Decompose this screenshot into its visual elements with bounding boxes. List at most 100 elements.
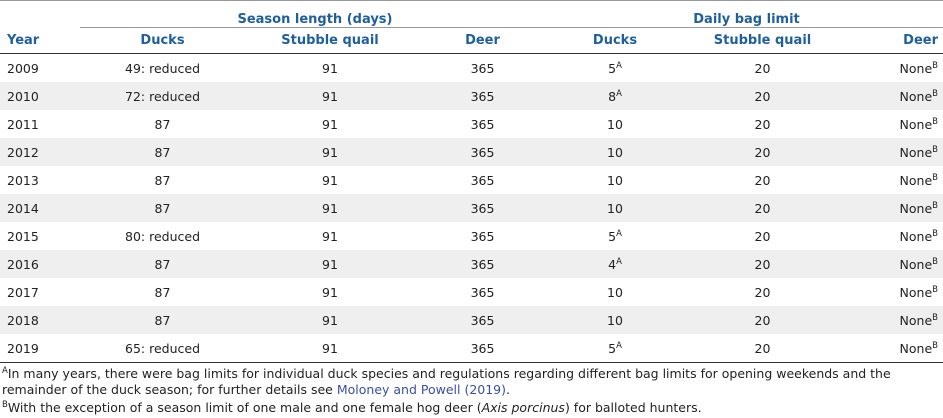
cell: 2011 (7, 116, 39, 132)
cell-value: 8 (608, 88, 617, 104)
cell: NoneB (845, 194, 943, 222)
footnote: BWith the exception of a season limit of… (2, 400, 943, 416)
cell-value: 4 (608, 256, 617, 272)
cell: 87 (154, 284, 171, 300)
species-name: Axis porcinus (481, 400, 565, 415)
cell: 365 (415, 138, 550, 166)
footnote-text: ) for balloted hunters. (564, 400, 702, 415)
cell: 91 (245, 194, 415, 222)
table-row: 2019 65: reduced 91 365 5A 20 NoneB (0, 334, 943, 363)
cell-value: None (899, 284, 933, 300)
cell: NoneB (845, 278, 943, 306)
cell: 65: reduced (125, 340, 200, 356)
cell-value: None (899, 116, 933, 132)
footnote-mark: B (932, 284, 939, 295)
spacer (0, 1, 80, 28)
cell: 20 (754, 60, 771, 76)
table-row: 2010 72: reduced 91 365 8A 20 NoneB (0, 82, 943, 110)
footnote-mark: B (932, 340, 939, 351)
table-row: 2018 87 91 365 10 20 NoneB (0, 306, 943, 334)
footnote-mark: B (932, 256, 939, 267)
footnote-mark: B (932, 60, 939, 71)
cell: 2013 (7, 172, 39, 188)
cell: 20 (680, 250, 845, 278)
column-header: Stubble quail (680, 27, 845, 54)
cell-value: 5 (608, 60, 617, 76)
cell: NoneB (845, 82, 943, 110)
cell: 365 (415, 250, 550, 278)
footnote-mark: B (932, 116, 939, 127)
cell: NoneB (845, 334, 943, 363)
cell: 72: reduced (80, 82, 245, 110)
cell: 20 (680, 306, 845, 334)
footnote-text: In many years, there were bag limits for… (2, 366, 891, 397)
cell: NoneB (845, 306, 943, 334)
cell: NoneB (845, 222, 943, 250)
cell: 87 (154, 172, 171, 188)
cell: 20 (754, 172, 771, 188)
cell-value: None (899, 256, 933, 272)
cell: 91 (245, 306, 415, 334)
cell: 87 (80, 138, 245, 166)
cell: 91 (245, 250, 415, 278)
cell-value: None (899, 60, 933, 76)
cell: 2015 (7, 228, 39, 244)
footnote-mark: B (932, 144, 939, 155)
cell-value: 5 (608, 228, 617, 244)
cell: 2012 (0, 138, 80, 166)
cell: 91 (245, 82, 415, 110)
table-row: 2009 49: reduced 91 365 5A 20 NoneB (0, 54, 943, 83)
cell: 91 (322, 228, 338, 244)
footnote-mark: B (932, 172, 939, 183)
cell-value: None (899, 228, 933, 244)
group-header: Daily bag limit (550, 0, 943, 28)
cell: 91 (322, 340, 338, 356)
cell: 5A (550, 222, 680, 250)
cell: 365 (470, 340, 495, 356)
footnote-text: With the exception of a season limit of … (7, 400, 482, 415)
cell: 10 (607, 116, 623, 132)
cell: 2010 (0, 82, 80, 110)
column-header: Deer (415, 27, 550, 54)
cell: 2009 (7, 60, 39, 76)
cell: 2014 (0, 194, 80, 222)
cell: 5A (550, 54, 680, 83)
cell: NoneB (845, 166, 943, 194)
cell: 365 (470, 60, 495, 76)
table-row: 2015 80: reduced 91 365 5A 20 NoneB (0, 222, 943, 250)
cell: 5A (550, 334, 680, 363)
cell: 91 (245, 138, 415, 166)
cell-value: None (899, 172, 933, 188)
cell: 20 (680, 138, 845, 166)
cell: 365 (415, 82, 550, 110)
table-row: 2014 87 91 365 10 20 NoneB (0, 194, 943, 222)
cell-value: None (899, 312, 933, 328)
footnote-mark: A (616, 340, 622, 351)
cell: 20 (680, 194, 845, 222)
cell-value: 5 (608, 340, 617, 356)
column-header: Ducks (550, 27, 680, 54)
footnote-mark: B (932, 200, 939, 211)
cell-value: None (899, 200, 933, 216)
cell-value: None (899, 88, 933, 104)
cell: 2016 (0, 250, 80, 278)
column-header: Deer (845, 27, 943, 54)
cell: 20 (754, 340, 771, 356)
cell: 91 (322, 172, 338, 188)
cell: 8A (550, 82, 680, 110)
reference-link[interactable]: Moloney and Powell (2019) (336, 382, 507, 397)
table-row: 2011 87 91 365 10 20 NoneB (0, 110, 943, 138)
cell: 10 (607, 284, 623, 300)
cell: 10 (550, 306, 680, 334)
cell: 49: reduced (125, 60, 200, 76)
cell-value: None (899, 340, 933, 356)
footnote-mark: B (932, 312, 939, 323)
group-header: Season length (days) (80, 0, 550, 28)
table-row: 2017 87 91 365 10 20 NoneB (0, 278, 943, 306)
cell: 4A (550, 250, 680, 278)
cell: 87 (154, 116, 171, 132)
column-header: Year (0, 27, 80, 54)
cell: 2019 (7, 340, 39, 356)
table-row: 2012 87 91 365 10 20 NoneB (0, 138, 943, 166)
